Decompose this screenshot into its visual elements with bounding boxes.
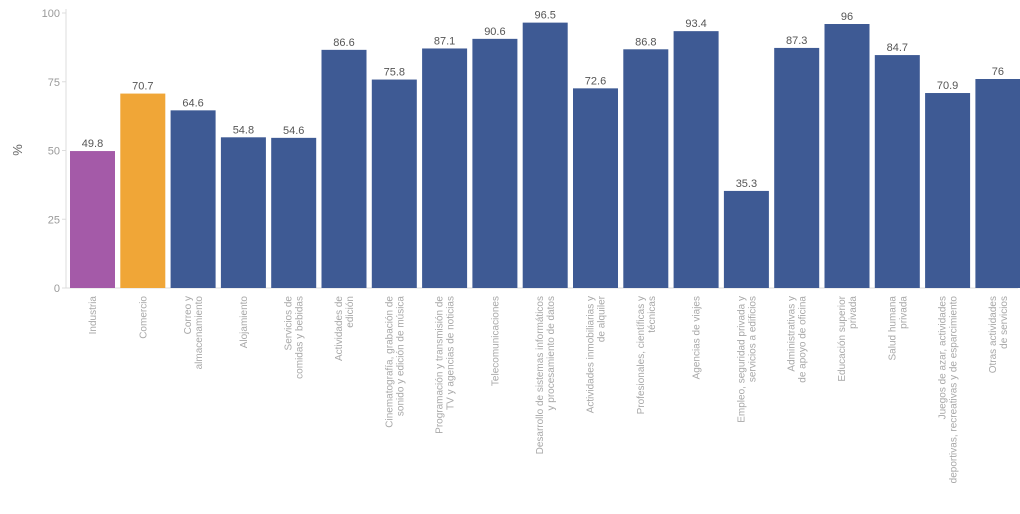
bar — [371, 79, 417, 288]
value-label: 76 — [992, 66, 1004, 78]
value-label: 54.6 — [283, 125, 304, 137]
category-label: Servicios decomidas y bebidas — [284, 296, 306, 379]
bar — [120, 93, 166, 288]
category-label: Programación y transmisión deTV y agenci… — [435, 296, 457, 434]
value-label: 54.8 — [233, 124, 254, 136]
bar — [220, 137, 266, 288]
category-label: Salud humanaprivada — [887, 296, 909, 361]
bar — [70, 151, 115, 288]
value-label: 75.8 — [384, 67, 405, 79]
bar — [573, 88, 618, 288]
y-tick-label: 75 — [48, 77, 60, 89]
category-label: Administrativas yde apoyo de oficina — [787, 296, 809, 383]
category-label: Correo yalmacenamiento — [183, 296, 205, 370]
bar — [271, 137, 317, 288]
value-label: 93.4 — [685, 18, 706, 30]
value-label: 87.1 — [434, 35, 455, 47]
category-label: Actividades deedición — [334, 296, 356, 361]
bar — [170, 110, 216, 288]
value-label: 84.7 — [887, 42, 908, 54]
category-label: Comercio — [138, 296, 149, 339]
value-label: 86.6 — [333, 37, 354, 49]
value-label: 87.3 — [786, 35, 807, 47]
category-label: Otras actividadesde servicios — [988, 296, 1010, 373]
category-label: Agencias de viajes — [692, 296, 703, 379]
y-tick-label: 0 — [54, 283, 60, 295]
bars — [70, 22, 1020, 289]
category-label: Cinematografía, grabación desonido y edi… — [384, 296, 406, 428]
bar — [673, 31, 719, 289]
value-label: 96 — [841, 11, 853, 23]
category-label: Profesionales, científicas ytécnicas — [636, 296, 658, 414]
category-label: Alojamiento — [239, 296, 250, 349]
y-axis-label: % — [10, 144, 25, 156]
y-tick-label: 25 — [48, 214, 60, 226]
value-label: 64.6 — [182, 97, 203, 109]
y-ticks: 0 25 50 75 100 — [42, 8, 66, 295]
bar — [874, 55, 920, 289]
category-label: Juegos de azar, actividadesdeportivas, r… — [938, 296, 960, 484]
value-label: 70.7 — [132, 81, 153, 93]
value-label: 35.3 — [736, 178, 757, 190]
category-labels: Industria Comercio Correo yalmacenamiento A… — [88, 295, 1010, 483]
value-labels: 49.8 70.7 64.6 54.8 54.6 86.6 75.8 87.1 90.6 96.5… — [82, 10, 1004, 190]
category-label: Actividades inmobiliarias yde alquiler — [586, 295, 608, 413]
value-label: 96.5 — [534, 10, 555, 22]
value-label: 70.9 — [937, 80, 958, 92]
value-label: 90.6 — [484, 26, 505, 38]
category-label: Industria — [88, 296, 99, 335]
bar — [422, 48, 468, 288]
value-label: 49.8 — [82, 138, 103, 150]
bar — [774, 47, 820, 288]
bar — [321, 49, 367, 288]
category-label: Desarrollo de sistemas informáticosy pro… — [535, 296, 557, 454]
bar — [824, 24, 870, 288]
bar — [975, 79, 1020, 288]
value-label: 72.6 — [585, 75, 606, 87]
value-label: 86.8 — [635, 36, 656, 48]
bar — [472, 38, 518, 288]
y-tick-label: 100 — [42, 8, 60, 20]
bar — [623, 49, 669, 288]
y-tick-label: 50 — [48, 146, 60, 158]
bar — [522, 22, 568, 288]
category-label: Telecomunicaciones — [490, 296, 501, 386]
bar — [925, 93, 971, 289]
bar — [723, 190, 769, 288]
category-label: Empleo, seguridad privada yservicios a e… — [736, 296, 758, 423]
category-label: Educación superiorprivada — [837, 295, 859, 381]
